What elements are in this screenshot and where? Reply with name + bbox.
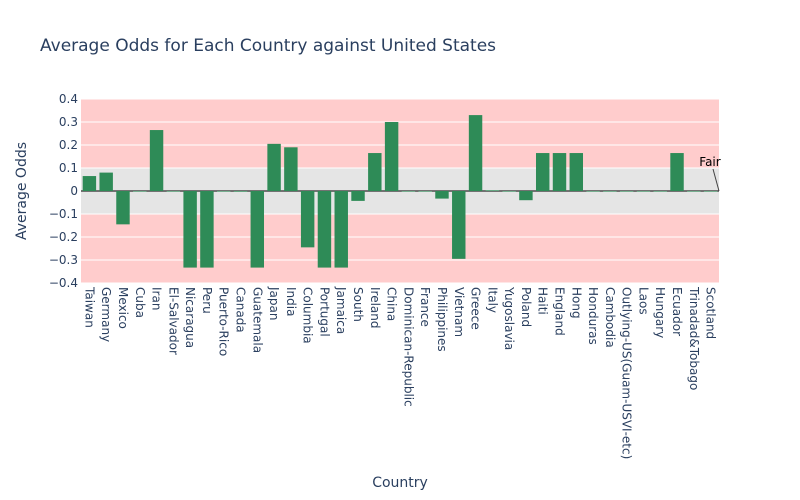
- x-tick-label: Ireland: [368, 287, 382, 329]
- y-tick-label: −0.2: [49, 230, 78, 244]
- y-tick-label: 0.4: [59, 92, 78, 106]
- x-tick-label: El-Salvador: [166, 287, 180, 355]
- bar-portugal: [317, 191, 332, 268]
- unfair-band-lower: [81, 214, 719, 283]
- x-tick-label: Columbia: [301, 287, 315, 344]
- bar-columbia: [300, 191, 315, 248]
- bar-poland: [519, 191, 533, 201]
- annotation-arrow: [712, 168, 720, 192]
- bar-yugoslavia: [502, 191, 516, 192]
- y-tick-label: 0.2: [59, 138, 78, 152]
- bar-haiti: [535, 153, 550, 191]
- bar-trinadad-tobago: [687, 191, 701, 192]
- x-tick-label: Scotland: [704, 287, 718, 339]
- bar-outlying-us-guam-usvi-etc-: [619, 191, 634, 192]
- y-tick-label: −0.3: [49, 253, 78, 267]
- bar-greece: [468, 115, 483, 191]
- bar-hong: [569, 153, 584, 191]
- bar-philippines: [435, 191, 449, 199]
- x-tick-label: Jamaica: [334, 286, 348, 334]
- bars: [82, 115, 718, 268]
- bar-mexico: [116, 191, 130, 225]
- x-tick-label: England: [553, 287, 567, 336]
- bar-china: [384, 122, 399, 191]
- bar-el-salvador: [166, 191, 181, 192]
- x-tick-label: Peru: [200, 287, 214, 314]
- bar-nicaragua: [183, 191, 197, 268]
- bar-peru: [200, 191, 214, 268]
- bar-south: [351, 191, 365, 201]
- x-tick-label: Taiwan: [82, 286, 96, 328]
- bar-scotland: [703, 191, 718, 192]
- x-tick-label: China: [385, 287, 399, 321]
- x-tick-labels: Taiwan Germany Mexico Cuba Iran El-Salvador Ni…: [82, 286, 717, 459]
- bar-puerto-rico: [216, 191, 231, 192]
- bar-honduras: [586, 191, 600, 192]
- annotations: Fair: [699, 155, 721, 192]
- x-tick-label: France: [418, 287, 432, 327]
- gridlines: [81, 98, 719, 284]
- x-tick-label: Laos: [636, 287, 650, 315]
- bar-dominican-republic: [401, 191, 416, 192]
- x-tick-label: Dominican-Republic: [401, 287, 415, 407]
- unfair-band-upper: [81, 99, 719, 168]
- x-tick-label: Hungary: [653, 287, 667, 338]
- x-tick-label: Poland: [519, 287, 533, 327]
- bar-laos: [636, 191, 651, 192]
- x-tick-label: Greece: [469, 287, 483, 330]
- x-tick-label: Puerto-Rico: [217, 287, 231, 356]
- x-axis-title: Country: [372, 475, 428, 491]
- x-tick-label: Guatemala: [250, 287, 264, 353]
- bar-england: [552, 153, 567, 191]
- x-tick-label: Iran: [150, 287, 164, 310]
- x-tick-label: Italy: [485, 287, 499, 313]
- bar-iran: [149, 130, 164, 191]
- bar-ecuador: [670, 153, 684, 191]
- bar-hungary: [653, 191, 667, 192]
- x-tick-label: Portugal: [317, 287, 331, 337]
- bar-italy: [485, 190, 500, 191]
- bar-jamaica: [334, 191, 348, 268]
- x-tick-label: Japan: [267, 286, 281, 320]
- x-tick-label: Cuba: [133, 287, 147, 318]
- bar-india: [284, 147, 298, 191]
- x-tick-label: South: [351, 287, 365, 322]
- y-tick-label: 0: [70, 184, 78, 198]
- x-tick-label: Ecuador: [670, 287, 684, 336]
- bar-vietnam: [452, 191, 466, 259]
- bar-taiwan: [82, 176, 97, 191]
- x-tick-label: Cambodia: [603, 287, 617, 348]
- bar-germany: [99, 172, 113, 191]
- bar-guatemala: [250, 191, 265, 268]
- bar-cuba: [133, 191, 147, 192]
- bar-japan: [267, 143, 281, 191]
- x-tick-label: Vietnam: [452, 287, 466, 337]
- y-tick-label: −0.1: [49, 207, 78, 221]
- y-tick-label: 0.3: [59, 115, 78, 129]
- x-tick-label: Nicaragua: [183, 287, 197, 348]
- x-tick-label: Mexico: [116, 287, 130, 329]
- x-tick-label: Honduras: [586, 287, 600, 345]
- bar-ireland: [368, 153, 382, 191]
- chart-title: Average Odds for Each Country against Un…: [40, 36, 496, 56]
- x-tick-label: Canada: [234, 287, 248, 333]
- annotation-fair: Fair: [699, 155, 720, 169]
- y-tick-label: −0.4: [49, 276, 78, 290]
- bar-cambodia: [603, 191, 617, 192]
- y-axis-title: Average Odds: [14, 142, 30, 240]
- y-tick-label: 0.1: [59, 161, 78, 175]
- x-tick-label: India: [284, 287, 298, 316]
- x-tick-label: Trinadad&Tobago: [687, 286, 701, 390]
- x-tick-label: Germany: [99, 287, 113, 342]
- x-tick-label: Hong: [569, 287, 583, 319]
- x-tick-label: Haiti: [536, 287, 550, 315]
- y-tick-labels: 0.4 0.3 0.2 0.1 0 −0.1 −0.2 −0.3 −0.4: [49, 92, 78, 290]
- x-tick-label: Outlying-US(Guam-USVI-etc): [620, 287, 634, 459]
- x-tick-label: Philippines: [435, 287, 449, 352]
- bar-france: [418, 191, 432, 192]
- x-tick-label: Yugoslavia: [502, 286, 516, 350]
- bar-canada: [233, 191, 248, 192]
